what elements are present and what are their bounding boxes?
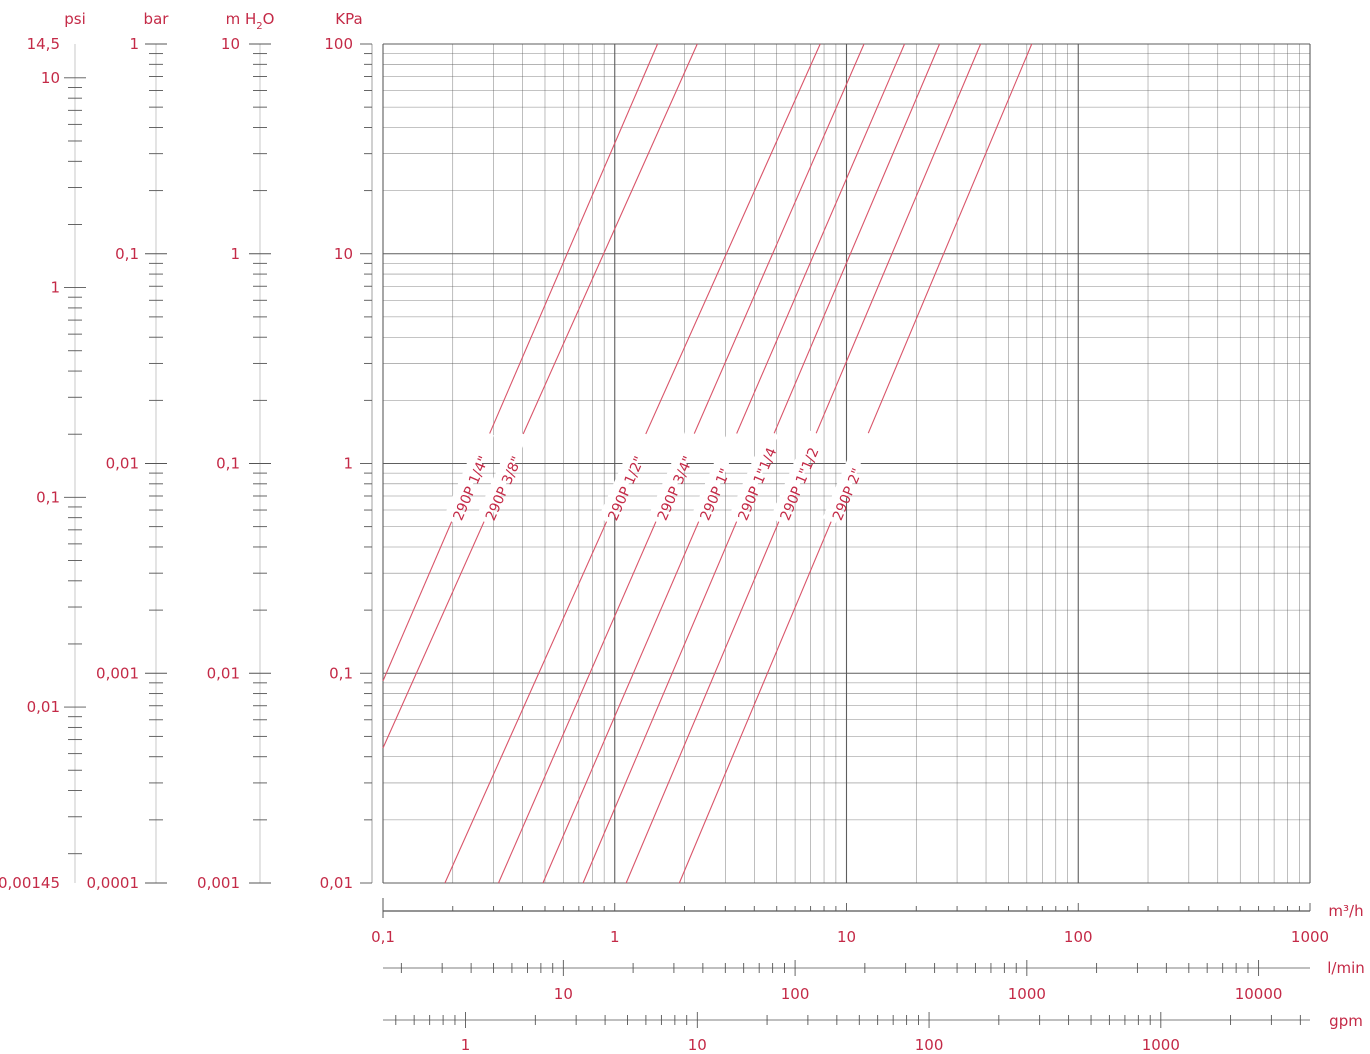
tick-label-flow: 0,1 <box>371 928 395 946</box>
tick-label-pressure: 0,001 <box>96 664 139 682</box>
series-label-bg <box>647 429 699 524</box>
tick-label-pressure: 14,5 <box>27 35 60 53</box>
series-label-bg <box>728 429 779 524</box>
tick-label-pressure: 1 <box>50 279 60 297</box>
series-label-bg <box>443 429 495 524</box>
tick-label-flow: 100 <box>915 1036 944 1054</box>
axis-title-pressure: bar <box>144 10 170 28</box>
tick-label-flow: 1000 <box>1291 928 1329 946</box>
series-label-bg <box>598 430 651 524</box>
series-label-bg <box>475 430 528 524</box>
series-line <box>382 43 659 682</box>
axis-unit-flow: m³/h <box>1328 902 1363 920</box>
tick-label-flow: 10 <box>688 1036 707 1054</box>
axis-unit-flow: gpm <box>1329 1012 1363 1030</box>
tick-label-pressure: 1 <box>230 245 240 263</box>
axis-title-mh2o: m H2O <box>226 10 275 32</box>
tick-label-pressure: 0,1 <box>216 455 240 473</box>
tick-label-pressure: 0,01 <box>106 455 139 473</box>
series-label-bg <box>822 429 873 524</box>
tick-label-flow: 10 <box>837 928 856 946</box>
tick-label-flow: 100 <box>781 985 810 1003</box>
tick-label-flow: 1 <box>610 928 620 946</box>
tick-label-pressure: 10 <box>221 35 240 53</box>
tick-label-pressure: 1 <box>129 35 139 53</box>
tick-label-pressure: 0,01 <box>207 664 240 682</box>
tick-label-flow: 1000 <box>1008 985 1046 1003</box>
series-line <box>382 43 698 749</box>
tick-label-kpa: 1 <box>343 455 353 473</box>
tick-label-kpa: 0,1 <box>329 664 353 682</box>
axis-unit-flow: l/min <box>1327 959 1365 977</box>
series-label-bg <box>690 429 742 524</box>
tick-label-pressure: 0,00145 <box>0 874 60 892</box>
tick-label-kpa: 10 <box>334 245 353 263</box>
tick-label-kpa: 0,01 <box>320 874 353 892</box>
axis-title-kpa: KPa <box>335 10 362 28</box>
tick-label-pressure: 10 <box>41 69 60 87</box>
series-label-bg <box>770 429 821 524</box>
tick-label-pressure: 0,0001 <box>87 874 140 892</box>
tick-label-flow: 10 <box>554 985 573 1003</box>
tick-label-pressure: 0,1 <box>115 245 139 263</box>
tick-label-pressure: 0,01 <box>27 698 60 716</box>
tick-label-pressure: 0,001 <box>197 874 240 892</box>
tick-label-flow: 1 <box>461 1036 471 1054</box>
axis-title-pressure: psi <box>64 10 86 28</box>
tick-label-flow: 1000 <box>1142 1036 1180 1054</box>
tick-label-pressure: 0,1 <box>36 488 60 506</box>
tick-label-kpa: 100 <box>324 35 353 53</box>
tick-label-flow: 100 <box>1064 928 1093 946</box>
tick-label-flow: 10000 <box>1235 985 1283 1003</box>
